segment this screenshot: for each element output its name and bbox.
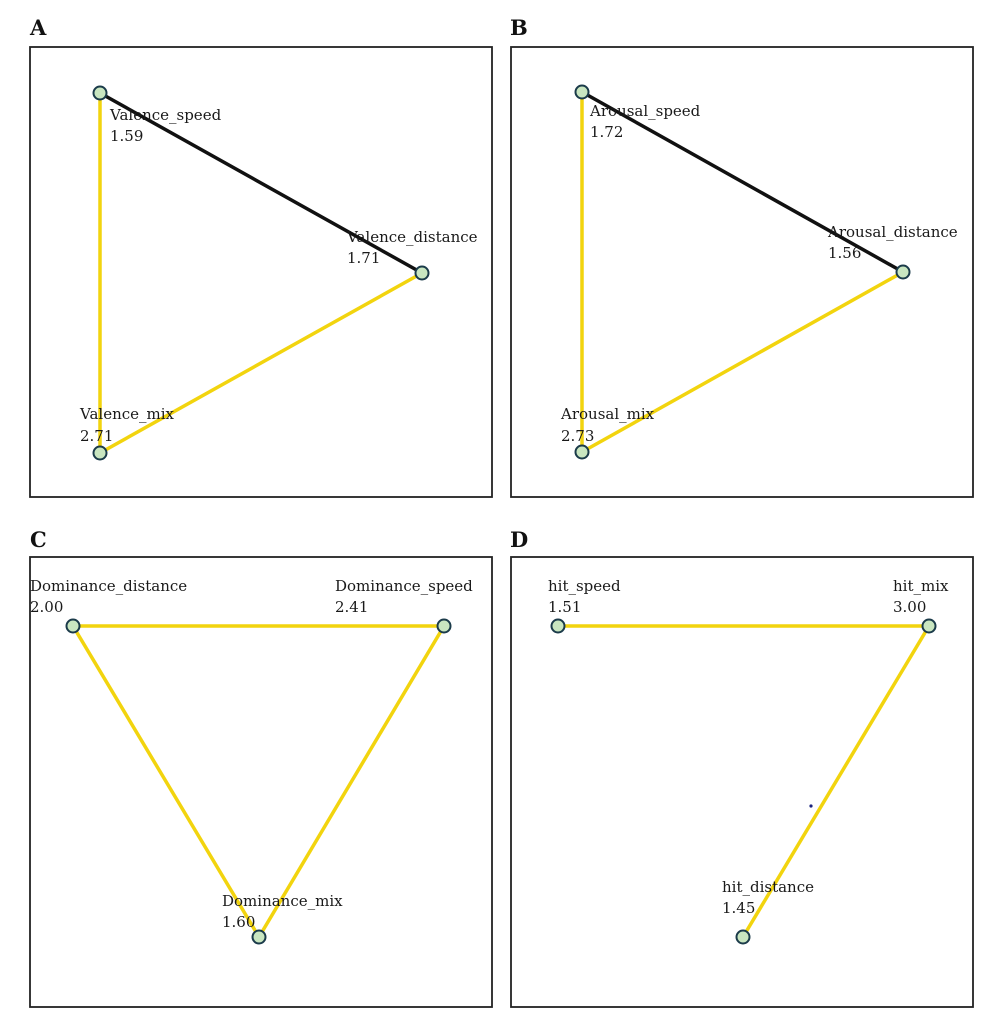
node-valence-mix <box>92 445 108 461</box>
node-value-arousal-speed: 1.72 <box>590 123 623 141</box>
node-name-hit-speed: hit_speed <box>548 577 621 595</box>
node-dominance-speed <box>436 618 452 634</box>
node-value-valence-speed: 1.59 <box>110 127 143 145</box>
panel-b: B Arousal_speed 1.72 Arousal_distance 1.… <box>510 15 974 498</box>
node-name-arousal-distance: Arousal_distance <box>827 223 958 241</box>
panel-c-label-speed: Dominance_speed 2.41 <box>335 577 473 616</box>
node-dominance-mix <box>251 929 267 945</box>
panel-a-label-distance: Valence_distance 1.71 <box>346 228 478 267</box>
panel-c-nodes <box>65 618 452 945</box>
panel-c-edges <box>71 624 446 939</box>
panel-a-label-speed: Valence_speed 1.59 <box>109 106 222 145</box>
node-value-dominance-speed: 2.41 <box>335 598 368 616</box>
edge-distance-mix <box>98 271 424 455</box>
panel-letter-b: B <box>510 15 528 40</box>
node-arousal-speed <box>574 84 590 100</box>
panel-b-edges <box>580 90 905 454</box>
node-name-arousal-mix: Arousal_mix <box>560 405 655 423</box>
node-value-hit-speed: 1.51 <box>548 598 581 616</box>
node-name-valence-mix: Valence_mix <box>79 405 175 423</box>
node-hit-distance <box>735 929 751 945</box>
node-name-hit-mix: hit_mix <box>893 577 949 595</box>
node-value-hit-distance: 1.45 <box>722 899 755 917</box>
node-name-dominance-mix: Dominance_mix <box>222 892 343 910</box>
panel-b-label-speed: Arousal_speed 1.72 <box>589 102 701 141</box>
edge-speed-distance <box>98 91 424 275</box>
panel-a-label-mix: Valence_mix 2.71 <box>79 405 175 445</box>
node-value-dominance-distance: 2.00 <box>30 598 63 616</box>
panel-letter-d: D <box>510 527 528 552</box>
panel-d-nodes <box>550 618 937 945</box>
node-name-arousal-speed: Arousal_speed <box>589 102 701 120</box>
node-hit-speed <box>550 618 566 634</box>
node-value-hit-mix: 3.00 <box>893 598 926 616</box>
edge-speed-mix <box>257 624 446 939</box>
panel-b-nodes <box>574 84 911 460</box>
node-valence-distance <box>414 265 430 281</box>
panel-b-label-mix: Arousal_mix 2.73 <box>560 405 655 445</box>
edge-distance-mix <box>71 624 261 939</box>
node-dominance-distance <box>65 618 81 634</box>
node-name-valence-speed: Valence_speed <box>109 106 222 124</box>
node-name-dominance-distance: Dominance_distance <box>30 577 187 595</box>
panel-d: D hit_speed 1.51 hit_mix 3.00 hit_distan… <box>510 527 974 1008</box>
node-value-valence-distance: 1.71 <box>347 249 380 267</box>
panel-a-edges <box>98 91 424 455</box>
node-name-hit-distance: hit_distance <box>722 878 814 896</box>
panel-d-edges <box>556 624 931 939</box>
panel-letter-a: A <box>29 15 47 40</box>
panel-c-label-distance: Dominance_distance 2.00 <box>30 577 187 616</box>
node-hit-mix <box>921 618 937 634</box>
panel-c: C Dominance_distance 2.00 Dominance_spee… <box>29 527 493 1008</box>
panel-a-nodes <box>92 85 430 461</box>
node-valence-speed <box>92 85 108 101</box>
node-value-valence-mix: 2.71 <box>80 427 113 445</box>
node-name-dominance-speed: Dominance_speed <box>335 577 473 595</box>
node-value-arousal-mix: 2.73 <box>561 427 594 445</box>
panel-d-label-distance: hit_distance 1.45 <box>722 878 814 917</box>
node-name-valence-distance: Valence_distance <box>346 228 478 246</box>
edge-speed-distance <box>580 90 905 274</box>
node-value-arousal-distance: 1.56 <box>828 244 861 262</box>
panel-d-label-mix: hit_mix 3.00 <box>893 577 949 616</box>
node-value-dominance-mix: 1.60 <box>222 913 255 931</box>
stray-dot <box>809 804 813 808</box>
panel-d-label-speed: hit_speed 1.51 <box>548 577 621 616</box>
edge-mix-distance <box>741 624 931 939</box>
node-arousal-mix <box>574 444 590 460</box>
panel-b-label-distance: Arousal_distance 1.56 <box>827 223 958 262</box>
edge-distance-mix <box>580 270 905 454</box>
panel-a: A Valence_speed 1.59 Valence_distance 1.… <box>29 15 493 498</box>
panel-c-label-mix: Dominance_mix 1.60 <box>222 892 343 931</box>
panel-letter-c: C <box>30 527 47 552</box>
node-arousal-distance <box>895 264 911 280</box>
